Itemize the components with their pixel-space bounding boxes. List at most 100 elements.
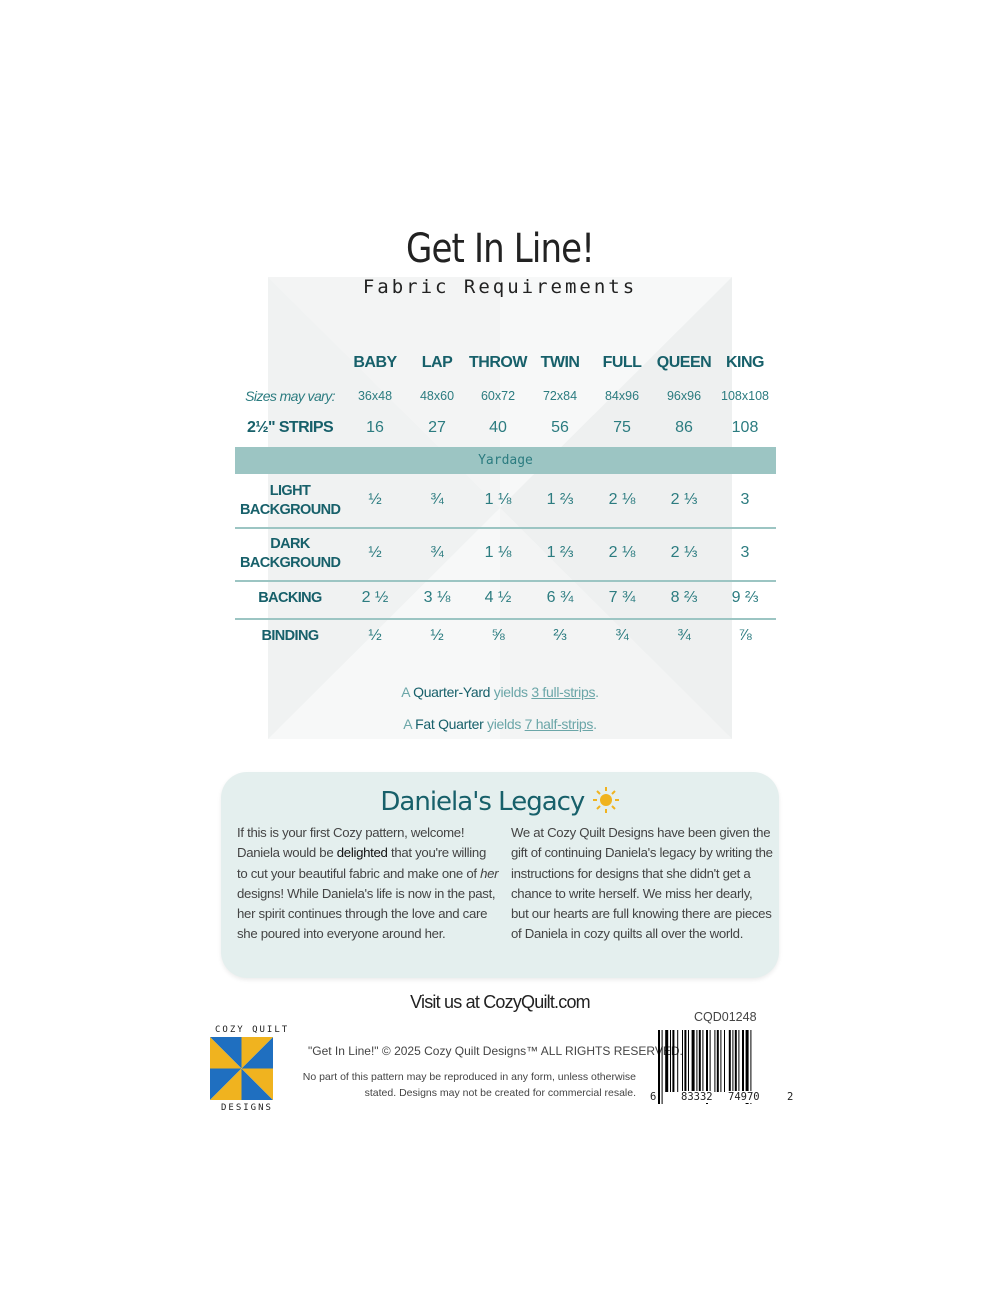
column-header: THROW xyxy=(469,354,527,371)
barcode-bar xyxy=(688,1030,689,1092)
yardage-cell: ½ xyxy=(430,627,444,644)
barcode-bar xyxy=(720,1030,722,1092)
yardage-cell: 2 ⅓ xyxy=(670,491,698,508)
barcode-bar xyxy=(716,1030,719,1092)
yardage-cell: 1 ⅔ xyxy=(546,491,574,508)
row-divider xyxy=(235,618,776,620)
strips-cell: 27 xyxy=(428,419,446,436)
column-header: LAP xyxy=(421,354,453,371)
barcode-bar xyxy=(691,1030,695,1092)
background-pinwheel-watermark xyxy=(268,277,732,739)
page-title: Get In Line! xyxy=(405,226,595,272)
yardage-cell: 1 ⅛ xyxy=(484,491,512,508)
yardage-cell: 2 ⅛ xyxy=(608,491,636,508)
legacy-box xyxy=(221,772,779,978)
yardage-cell: ⅔ xyxy=(553,627,567,644)
barcode-bar xyxy=(728,1030,731,1092)
strips-cell: 108 xyxy=(731,419,759,436)
barcode-bar xyxy=(696,1030,698,1092)
size-cell: 48x60 xyxy=(419,389,455,403)
fat-quarter-note: A Fat Quarter yields 7 half-strips. xyxy=(403,716,597,732)
size-cell: 96x96 xyxy=(666,389,702,403)
row-label: BINDING xyxy=(261,628,319,644)
barcode-bar xyxy=(750,1030,752,1104)
copyright: "Get In Line!" © 2025 Cozy Quilt Designs… xyxy=(308,1044,683,1058)
barcode-digit: 74970 xyxy=(727,1091,761,1103)
yardage-cell: 7 ¾ xyxy=(608,589,636,606)
row-divider xyxy=(235,580,776,582)
column-header: TWIN xyxy=(540,354,580,371)
yardage-cell: ¾ xyxy=(615,627,629,644)
barcode-digit: 83332 xyxy=(680,1091,714,1103)
barcode-bar xyxy=(732,1030,734,1092)
legacy-title: Daniela's Legacy xyxy=(0,786,1000,817)
size-cell: 108x108 xyxy=(721,389,769,403)
barcode-bar xyxy=(698,1030,701,1092)
yardage-cell: ¾ xyxy=(677,627,691,644)
logo-text-bottom: DESIGNS xyxy=(221,1103,273,1113)
barcode-bar xyxy=(702,1030,704,1092)
barcode-bar xyxy=(745,1030,749,1104)
barcode-bar xyxy=(742,1030,744,1092)
barcode-digit: 2 xyxy=(786,1091,795,1103)
barcode-bar xyxy=(661,1030,663,1104)
row-divider xyxy=(235,527,776,529)
barcode-bar xyxy=(658,1030,660,1104)
strips-cell: 16 xyxy=(366,419,384,436)
barcode-bar xyxy=(709,1030,711,1092)
logo-text-top: COZY QUILT xyxy=(215,1025,290,1035)
yardage-cell: ⅞ xyxy=(738,627,752,644)
barcode-bar xyxy=(677,1030,679,1092)
barcode-bar xyxy=(672,1030,675,1092)
yardage-cell: ¾ xyxy=(430,491,444,508)
strips-cell: 56 xyxy=(551,419,569,436)
yardage-cell: 3 xyxy=(740,491,750,508)
legacy-text-right: We at Cozy Quilt Designs have been given… xyxy=(511,825,773,942)
barcode-bar xyxy=(670,1030,671,1092)
column-header: QUEEN xyxy=(656,354,712,371)
legal-notice: No part of this pattern may be reproduce… xyxy=(302,1071,636,1099)
barcode-bar xyxy=(684,1030,687,1092)
barcode-digit: 6 xyxy=(649,1091,658,1103)
website-link[interactable]: Visit us at CozyQuilt.com xyxy=(410,992,591,1012)
row-label: BACKING xyxy=(258,590,322,606)
column-header: FULL xyxy=(602,354,642,371)
column-header: BABY xyxy=(353,354,397,371)
barcode-bar xyxy=(714,1030,716,1092)
yardage-cell: 1 ⅛ xyxy=(484,544,512,561)
barcode-bar xyxy=(738,1030,740,1092)
row-label: LIGHT BACKGROUND xyxy=(240,483,341,518)
barcode-bar xyxy=(682,1030,683,1092)
size-cell: 72x84 xyxy=(542,389,578,403)
barcode-bar xyxy=(724,1030,725,1092)
strips-label: 2½" STRIPS xyxy=(246,419,334,436)
yardage-band: Yardage xyxy=(235,447,776,474)
yardage-cell: 3 xyxy=(740,544,750,561)
strips-cell: 40 xyxy=(489,419,507,436)
sizes-label: Sizes may vary: xyxy=(245,388,335,404)
yardage-cell: ⅝ xyxy=(491,627,505,644)
column-header: KING xyxy=(726,354,765,371)
yardage-cell: 1 ⅔ xyxy=(546,544,574,561)
yardage-cell: 4 ½ xyxy=(484,589,512,606)
yardage-cell: 2 ⅓ xyxy=(670,544,698,561)
yardage-cell: 9 ⅔ xyxy=(731,589,759,606)
size-cell: 60x72 xyxy=(480,389,516,403)
sun-icon xyxy=(592,787,619,813)
yardage-cell: 6 ¾ xyxy=(546,589,574,606)
yardage-cell: ½ xyxy=(368,627,382,644)
strips-cell: 75 xyxy=(613,419,631,436)
barcode-bar xyxy=(706,1030,708,1104)
barcode-bar xyxy=(734,1030,737,1092)
strips-cell: 86 xyxy=(675,419,693,436)
quarter-yard-note: A Quarter-Yard yields 3 full-strips. xyxy=(401,684,599,700)
yardage-cell: 8 ⅔ xyxy=(670,589,698,606)
legacy-text-left: If this is your first Cozy pattern, welc… xyxy=(237,825,499,942)
size-cell: 36x48 xyxy=(357,389,393,403)
barcode xyxy=(658,1030,752,1104)
yardage-cell: 2 ⅛ xyxy=(608,544,636,561)
yardage-cell: ½ xyxy=(368,544,382,561)
size-cell: 84x96 xyxy=(604,389,640,403)
page-subtitle: Fabric Requirements xyxy=(362,276,638,298)
